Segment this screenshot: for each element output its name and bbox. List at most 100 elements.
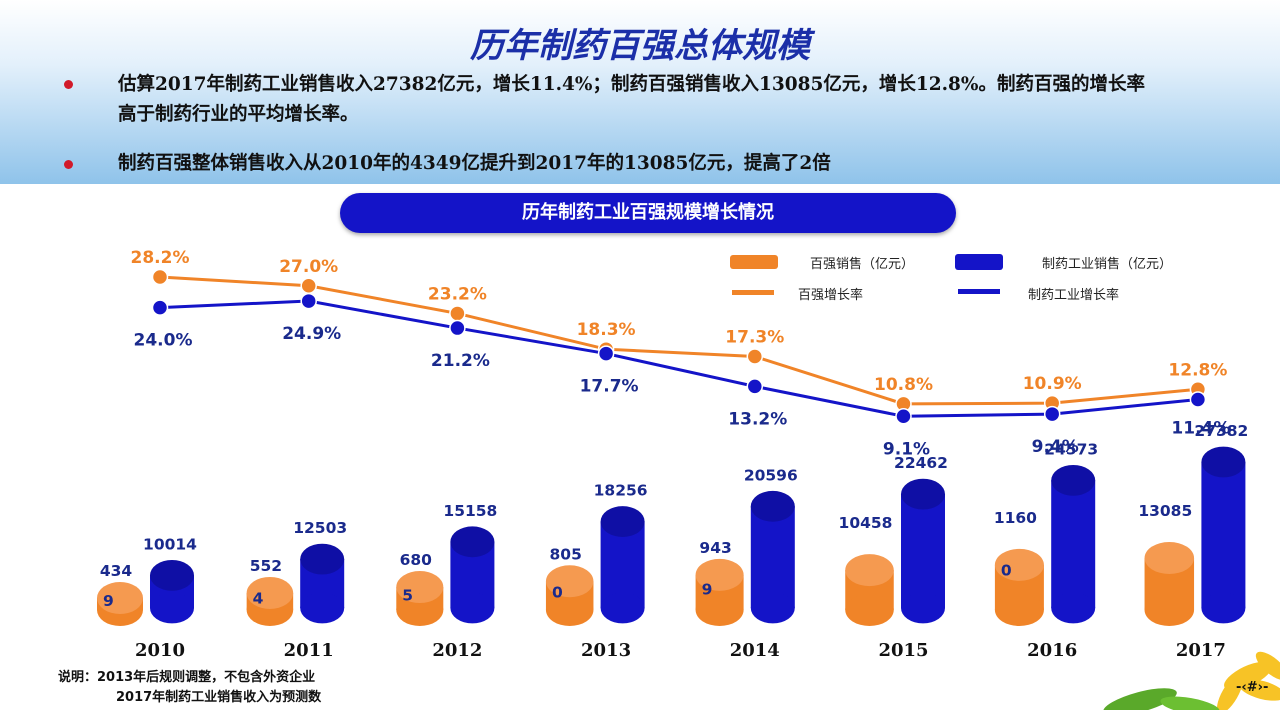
label-industry-growth: 21.2%: [431, 351, 490, 371]
bar-industry-sales-base: [450, 592, 495, 624]
label-industry-sales: 18256: [594, 482, 648, 500]
header-band: [0, 0, 1280, 184]
label-industry-sales: 24573: [1044, 440, 1098, 458]
label-bq-sales: 1160: [994, 509, 1037, 527]
flower-petal: [1217, 674, 1243, 710]
chart-notes: 说明：2013年后规则调整，不包含外资企业 2017年制药工业销售收入为预测数: [58, 668, 321, 708]
label-bq-sales: 680: [400, 551, 433, 569]
x-tick-label: 2014: [730, 640, 780, 661]
label-bq-sales-tail: 4: [253, 589, 264, 607]
bar-bq-sales-base: [1144, 594, 1195, 626]
label-bq-growth: 12.8%: [1168, 360, 1227, 380]
bar-industry-sales-base: [1201, 592, 1246, 624]
bar-bq-sales-cap: [845, 554, 894, 587]
bar-industry-sales-cap: [600, 506, 645, 537]
legend-swatch-line1: [732, 290, 774, 295]
bar-bq-sales-cap: [396, 571, 444, 604]
bar-industry-sales-cap: [1201, 446, 1246, 478]
label-industry-growth: 24.9%: [282, 324, 341, 344]
bar-bq-sales-cap: [545, 565, 594, 598]
series-bq-growth-point: [449, 305, 466, 322]
legend-label-line2: 制药工业增长率: [1028, 288, 1120, 303]
label-bq-sales-tail: 0: [1001, 561, 1012, 579]
bullet-dot: [64, 160, 73, 169]
bullet-2-line1: 制药百强整体销售收入从2010年的4349亿提升到2017年的13085亿元，提…: [118, 153, 831, 174]
label-industry-sales: 10014: [143, 535, 197, 553]
label-industry-sales: 22462: [894, 454, 948, 472]
x-tick-label: 2015: [878, 640, 928, 661]
bar-bq-sales-cap: [246, 576, 294, 609]
bar-bq-sales-base: [994, 594, 1044, 626]
label-industry-sales: 27382: [1194, 422, 1248, 440]
bullet-text-1: 估算2017年制药工业销售收入27382亿元，增长11.4%；制药百强销售收入1…: [118, 70, 1145, 130]
legend-label-bar2: 制药工业销售（亿元）: [1042, 257, 1173, 272]
flower-petal: [1255, 651, 1280, 681]
series-bq-growth-point: [746, 348, 764, 365]
label-industry-sales: 20596: [744, 466, 798, 484]
bullet-text-2: 制药百强整体销售收入从2010年的4349亿提升到2017年的13085亿元，提…: [118, 149, 831, 179]
series-industry-growth-point: [597, 345, 615, 362]
bar-industry-sales-base: [600, 592, 645, 624]
label-industry-sales: 12503: [293, 519, 347, 537]
bar-bq-sales-cap: [97, 582, 143, 614]
label-bq-sales-tail: 9: [103, 592, 114, 610]
series-bq-growth-path: [159, 275, 1199, 406]
bar-industry-sales-cap: [750, 490, 795, 522]
label-industry-growth: 9.1%: [883, 439, 930, 459]
bar-industry-sales-base: [901, 592, 945, 624]
label-bq-growth: 27.0%: [279, 257, 338, 277]
series-industry-growth-path: [159, 299, 1199, 418]
label-industry-growth: 17.7%: [580, 377, 639, 397]
bar-industry-sales: [1051, 480, 1096, 608]
legend-swatch-bar1: [730, 255, 778, 269]
bar-bq-sales-base: [695, 594, 744, 626]
label-industry-sales: 15158: [443, 502, 497, 520]
bullet-1-line2: 高于制药行业的平均增长率。: [118, 104, 359, 125]
label-bq-growth: 17.3%: [725, 327, 784, 347]
x-tick-label: 2017: [1176, 640, 1226, 661]
bar-industry-sales-cap: [901, 478, 945, 510]
bar-bq-sales-cap: [994, 548, 1044, 581]
label-industry-growth: 24.0%: [134, 331, 193, 351]
bar-industry-sales: [1201, 462, 1246, 608]
bar-bq-sales-base: [845, 594, 894, 626]
label-bq-growth: 10.9%: [1023, 374, 1082, 394]
bar-industry-sales: [750, 506, 795, 608]
label-bq-sales-tail: 9: [702, 580, 713, 598]
page-number: -‹#›-: [1236, 680, 1269, 695]
flower-leaf: [1160, 696, 1220, 710]
legend-swatch-line2: [958, 289, 1000, 294]
series-industry-growth-point: [151, 299, 169, 316]
bar-industry-sales-base: [750, 592, 795, 624]
label-bq-sales: 10458: [839, 514, 893, 532]
bar-bq-sales-base: [545, 594, 594, 626]
label-bq-sales-tail: 0: [552, 584, 563, 602]
note-1: 说明：2013年后规则调整，不包含外资企业: [58, 670, 316, 685]
bar-bq-sales-base: [396, 594, 444, 626]
series-bq-growth-point: [151, 268, 169, 286]
label-bq-sales: 13085: [1138, 502, 1192, 520]
page-title: 历年制药百强总体规模: [470, 26, 810, 66]
bar-industry-sales-cap: [1051, 464, 1096, 496]
bar-industry-sales-cap: [450, 526, 495, 558]
bar-bq-sales-cap: [1144, 542, 1195, 574]
label-bq-sales: 434: [100, 562, 133, 580]
flower-petal: [1238, 679, 1280, 701]
label-bq-growth: 18.3%: [577, 320, 636, 340]
bar-industry-sales-base: [1051, 592, 1096, 624]
note-2: 2017年制药工业销售收入为预测数: [116, 690, 322, 705]
chart-banner: 历年制药工业百强规模增长情况: [340, 193, 956, 233]
label-bq-growth: 10.8%: [874, 375, 933, 395]
bullet-dot: [64, 80, 73, 89]
x-tick-label: 2010: [135, 640, 185, 661]
x-tick-label: 2012: [432, 640, 482, 661]
label-industry-growth: 11.4%: [1171, 419, 1230, 439]
series-industry-growth-point: [1043, 405, 1061, 423]
label-bq-sales-tail: 5: [402, 587, 413, 605]
series-industry-growth-point: [449, 319, 466, 337]
bar-industry-sales-base: [300, 592, 345, 624]
series-industry-growth-point: [300, 292, 317, 310]
bullet-1-line1: 估算2017年制药工业销售收入27382亿元，增长11.4%；制药百强销售收入1…: [118, 74, 1145, 95]
legend-label-line1: 百强增长率: [798, 288, 864, 303]
